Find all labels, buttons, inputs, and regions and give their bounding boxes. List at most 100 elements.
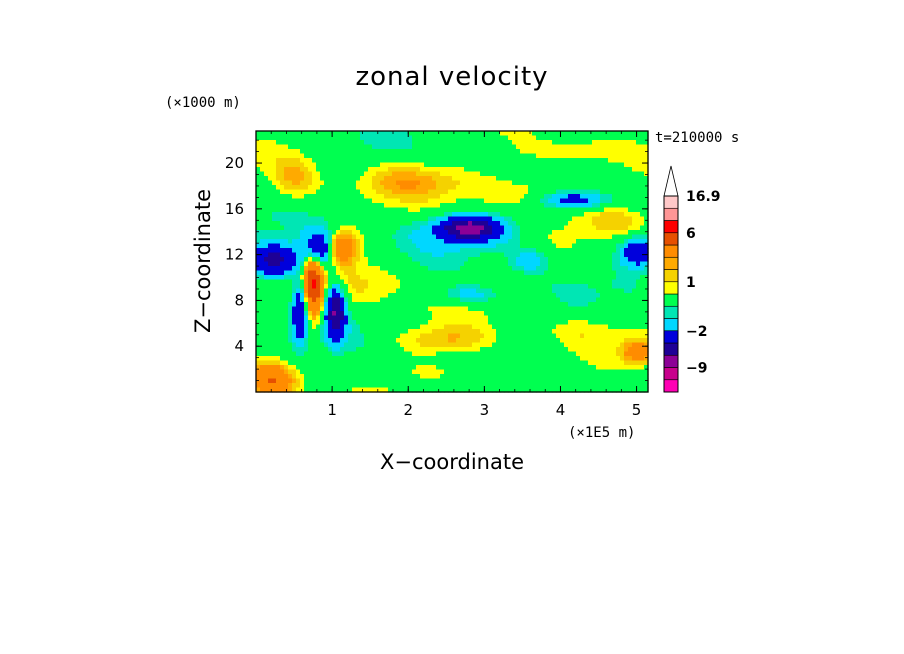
- heatmap-cell: [496, 347, 501, 353]
- heatmap-cell: [428, 297, 433, 303]
- heatmap-cell: [264, 275, 269, 281]
- heatmap-cell: [528, 270, 533, 276]
- heatmap-cell: [548, 225, 553, 231]
- heatmap-cell: [544, 140, 549, 146]
- heatmap-cell: [624, 288, 629, 294]
- heatmap-cell: [352, 221, 357, 227]
- heatmap-cell: [360, 252, 365, 258]
- heatmap-cell: [268, 167, 273, 173]
- heatmap-cell: [588, 252, 593, 258]
- heatmap-cell: [444, 261, 449, 267]
- heatmap-cell: [472, 221, 477, 227]
- heatmap-cell: [552, 293, 557, 299]
- heatmap-cell: [352, 185, 357, 191]
- heatmap-cell: [428, 306, 433, 312]
- heatmap-cell: [644, 347, 649, 353]
- heatmap-cell: [592, 338, 597, 344]
- heatmap-cell: [600, 261, 605, 267]
- heatmap-cell: [544, 342, 549, 348]
- heatmap-cell: [416, 248, 421, 254]
- heatmap-cell: [344, 252, 349, 258]
- heatmap-cell: [520, 297, 525, 303]
- heatmap-cell: [484, 234, 489, 240]
- heatmap-cell: [580, 153, 585, 159]
- heatmap-cell: [356, 189, 361, 195]
- heatmap-cell: [364, 153, 369, 159]
- heatmap-cell: [284, 252, 289, 258]
- heatmap-cell: [380, 225, 385, 231]
- heatmap-cell: [460, 257, 465, 263]
- heatmap-cell: [332, 176, 337, 182]
- heatmap-cell: [364, 180, 369, 186]
- heatmap-cell: [440, 275, 445, 281]
- heatmap-cell: [624, 284, 629, 290]
- heatmap-cell: [600, 320, 605, 326]
- heatmap-cell: [456, 284, 461, 290]
- heatmap-cell: [376, 140, 381, 146]
- heatmap-cell: [448, 212, 453, 218]
- heatmap-cell: [276, 329, 281, 335]
- heatmap-cell: [256, 333, 261, 339]
- heatmap-cell: [264, 216, 269, 222]
- heatmap-cell: [476, 212, 481, 218]
- heatmap-cell: [644, 315, 649, 321]
- heatmap-cell: [560, 252, 565, 258]
- heatmap-cell: [644, 171, 649, 177]
- heatmap-cell: [328, 284, 333, 290]
- heatmap-cell: [404, 212, 409, 218]
- heatmap-cell: [568, 275, 573, 281]
- heatmap-cell: [256, 342, 261, 348]
- heatmap-cell: [456, 230, 461, 236]
- heatmap-cell: [260, 189, 265, 195]
- heatmap-cell: [300, 297, 305, 303]
- heatmap-cell: [580, 239, 585, 245]
- heatmap-cell: [572, 198, 577, 204]
- heatmap-cell: [452, 279, 457, 285]
- heatmap-cell: [616, 131, 621, 137]
- heatmap-cell: [576, 212, 581, 218]
- heatmap-cell: [632, 315, 637, 321]
- heatmap-cell: [264, 135, 269, 141]
- heatmap-cell: [640, 225, 645, 231]
- heatmap-cell: [644, 207, 649, 213]
- heatmap-cell: [260, 171, 265, 177]
- heatmap-cell: [440, 171, 445, 177]
- heatmap-cell: [460, 171, 465, 177]
- heatmap-cell: [392, 203, 397, 209]
- heatmap-cell: [504, 288, 509, 294]
- heatmap-cell: [588, 288, 593, 294]
- heatmap-cell: [352, 270, 357, 276]
- heatmap-cell: [432, 275, 437, 281]
- heatmap-cell: [288, 230, 293, 236]
- heatmap-cell: [292, 306, 297, 312]
- heatmap-cell: [304, 329, 309, 335]
- heatmap-cell: [560, 203, 565, 209]
- heatmap-cell: [416, 234, 421, 240]
- heatmap-cell: [496, 158, 501, 164]
- heatmap-cell: [452, 275, 457, 281]
- heatmap-cell: [452, 342, 457, 348]
- heatmap-cell: [616, 356, 621, 362]
- heatmap-cell: [260, 185, 265, 191]
- heatmap-cell: [432, 329, 437, 335]
- heatmap-cell: [428, 203, 433, 209]
- heatmap-cell: [536, 342, 541, 348]
- heatmap-cell: [508, 180, 513, 186]
- heatmap-cell: [460, 176, 465, 182]
- heatmap-cell: [420, 176, 425, 182]
- heatmap-cell: [584, 279, 589, 285]
- heatmap-cell: [448, 320, 453, 326]
- heatmap-cell: [596, 315, 601, 321]
- heatmap-cell: [552, 212, 557, 218]
- heatmap-cell: [344, 140, 349, 146]
- heatmap-cell: [368, 338, 373, 344]
- heatmap-cell: [588, 356, 593, 362]
- heatmap-cell: [540, 302, 545, 308]
- heatmap-cell: [624, 153, 629, 159]
- heatmap-cell: [384, 207, 389, 213]
- heatmap-cell: [560, 342, 565, 348]
- heatmap-cell: [624, 207, 629, 213]
- heatmap-cell: [512, 338, 517, 344]
- heatmap-cell: [604, 176, 609, 182]
- heatmap-cell: [384, 252, 389, 258]
